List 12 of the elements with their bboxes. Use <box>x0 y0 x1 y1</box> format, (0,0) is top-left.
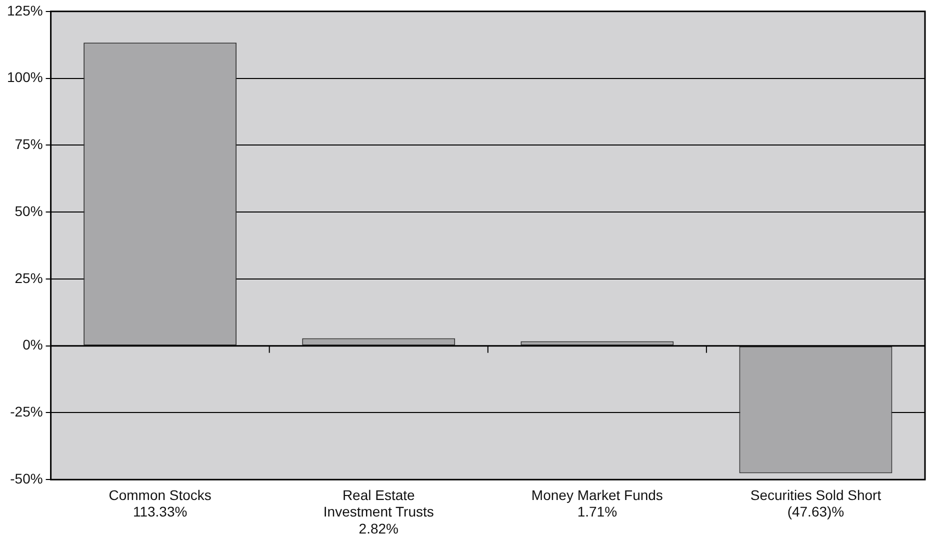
y-tick-label: 50% <box>14 202 43 219</box>
x-tick-label: Real Estate Investment Trusts 2.82% <box>323 486 434 536</box>
y-tick-label: -50% <box>10 470 43 486</box>
y-tick-label: 0% <box>22 336 43 353</box>
y-tick-label: 75% <box>14 136 43 152</box>
y-tick-label: 125% <box>6 2 43 18</box>
x-tick-label: Securities Sold Short (47.63)% <box>750 486 882 520</box>
x-tick-label: Common Stocks 113.33% <box>108 486 212 520</box>
y-tick-label: 100% <box>6 69 43 86</box>
y-tick-label: -25% <box>10 404 43 420</box>
x-tick-label: Money Market Funds 1.71% <box>531 486 663 520</box>
y-tick-label: 25% <box>14 270 43 286</box>
